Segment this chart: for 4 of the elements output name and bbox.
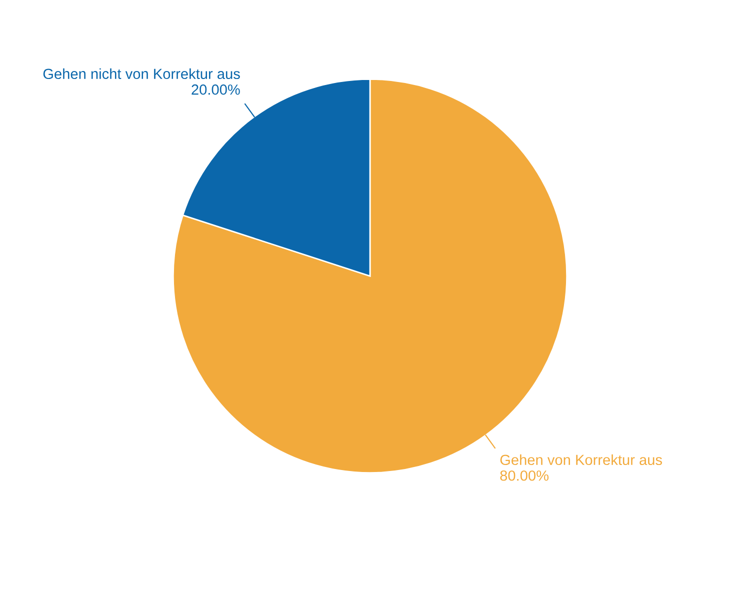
slice-label: Gehen nicht von Korrektur aus (43, 68, 240, 80)
data-label: 80.00% (500, 470, 549, 481)
slice-label: Gehen von Korrektur aus (500, 454, 662, 466)
data-label: 20.00% (192, 84, 240, 95)
